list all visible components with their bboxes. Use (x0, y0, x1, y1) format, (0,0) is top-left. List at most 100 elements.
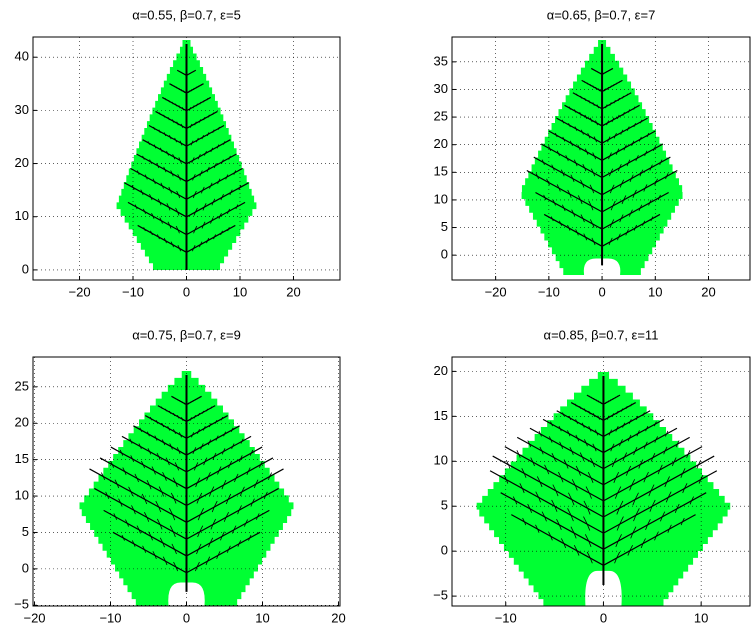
y-tick-label: 5 (22, 524, 29, 539)
x-tick-label: −20 (485, 284, 507, 299)
x-tick-label: 0 (183, 610, 190, 625)
veinlet (594, 104, 595, 106)
veinlet (593, 86, 594, 87)
y-tick-label: 0 (22, 560, 29, 575)
x-tick-label: 0 (183, 284, 190, 299)
veinlet (618, 100, 619, 101)
x-tick-label: 20 (286, 284, 300, 299)
veinlet (608, 401, 609, 402)
x-tick-label: 10 (255, 610, 269, 625)
veinlet (617, 413, 618, 415)
veinlet (610, 104, 611, 106)
veinlet (590, 413, 591, 415)
y-tick-label: 15 (434, 164, 448, 179)
subplot-title: α=0.85, β=0.7, ε=11 (544, 327, 659, 342)
y-tick-label: 5 (441, 498, 448, 513)
x-tick-label: 20 (331, 610, 345, 625)
x-tick-label: 0 (598, 284, 605, 299)
x-tick-label: −20 (69, 284, 91, 299)
x-tick-label: 10 (694, 610, 708, 625)
y-tick-label: 5 (441, 219, 448, 234)
veinlet (576, 94, 577, 95)
leaf (80, 371, 294, 606)
veinlet (598, 401, 599, 402)
veinlet (621, 410, 622, 411)
y-tick-label: 20 (434, 363, 448, 378)
veinlet (213, 131, 214, 132)
veinlet (596, 87, 597, 88)
x-tick-label: −10 (495, 610, 517, 625)
y-tick-label: 20 (15, 155, 29, 170)
y-tick-label: 20 (15, 415, 29, 430)
veinlet (221, 419, 222, 420)
veinlet (189, 109, 190, 110)
veinlet (183, 109, 184, 110)
veinlet (189, 91, 190, 92)
y-tick-label: 10 (15, 487, 29, 502)
veinlet (169, 100, 170, 101)
y-tick-label: 20 (434, 136, 448, 151)
veinlet (627, 94, 628, 95)
veinlet (204, 100, 205, 101)
veinlet (606, 402, 607, 403)
veinlet (191, 89, 192, 90)
veinlet (200, 102, 201, 103)
veinlet (184, 402, 185, 403)
veinlet (183, 91, 184, 92)
leaf (117, 40, 257, 270)
veinlet (218, 128, 219, 129)
x-tick-label: 10 (648, 284, 662, 299)
veinlet (174, 415, 175, 416)
veinlet (181, 89, 182, 90)
veinlet (173, 121, 174, 122)
x-tick-label: 20 (701, 284, 715, 299)
veinlet (608, 87, 609, 88)
veinlet (194, 417, 195, 418)
veinlet (224, 143, 225, 145)
y-tick-label: 15 (434, 408, 448, 423)
veinlet (575, 111, 576, 112)
veinlet (154, 128, 155, 129)
y-tick-label: 0 (441, 543, 448, 558)
veinlet (585, 410, 586, 411)
y-tick-label: 10 (434, 453, 448, 468)
veinlet (204, 119, 205, 120)
veinlet (213, 113, 214, 114)
veinlet (169, 119, 170, 120)
y-tick-label: −5 (433, 588, 448, 603)
veinlet (189, 402, 190, 403)
y-tick-label: 0 (441, 247, 448, 262)
veinlet (149, 143, 150, 145)
veinlet (590, 84, 591, 85)
veinlet (178, 417, 179, 418)
veinlet (161, 407, 162, 408)
x-tick-label: −10 (122, 284, 144, 299)
subplot-title: α=0.55, β=0.7, ε=5 (132, 7, 241, 22)
x-tick-label: −20 (23, 610, 45, 625)
y-tick-label: 15 (15, 451, 29, 466)
y-tick-label: 30 (15, 102, 29, 117)
veinlet (614, 102, 615, 103)
veinlet (601, 402, 602, 403)
subplot-title: α=0.65, β=0.7, ε=7 (547, 7, 656, 22)
y-tick-label: 40 (15, 49, 29, 64)
x-tick-label: −10 (99, 610, 121, 625)
veinlet (198, 415, 199, 416)
veinlet (614, 84, 615, 85)
y-tick-label: 10 (434, 191, 448, 206)
veinlet (172, 102, 173, 103)
veinlet (590, 102, 591, 103)
x-tick-label: 10 (233, 284, 247, 299)
y-tick-label: 30 (434, 81, 448, 96)
veinlet (159, 113, 160, 114)
veinlet (570, 108, 571, 109)
y-tick-label: 10 (15, 208, 29, 223)
y-tick-label: 25 (15, 378, 29, 393)
veinlet (160, 131, 161, 132)
veinlet (585, 100, 586, 101)
